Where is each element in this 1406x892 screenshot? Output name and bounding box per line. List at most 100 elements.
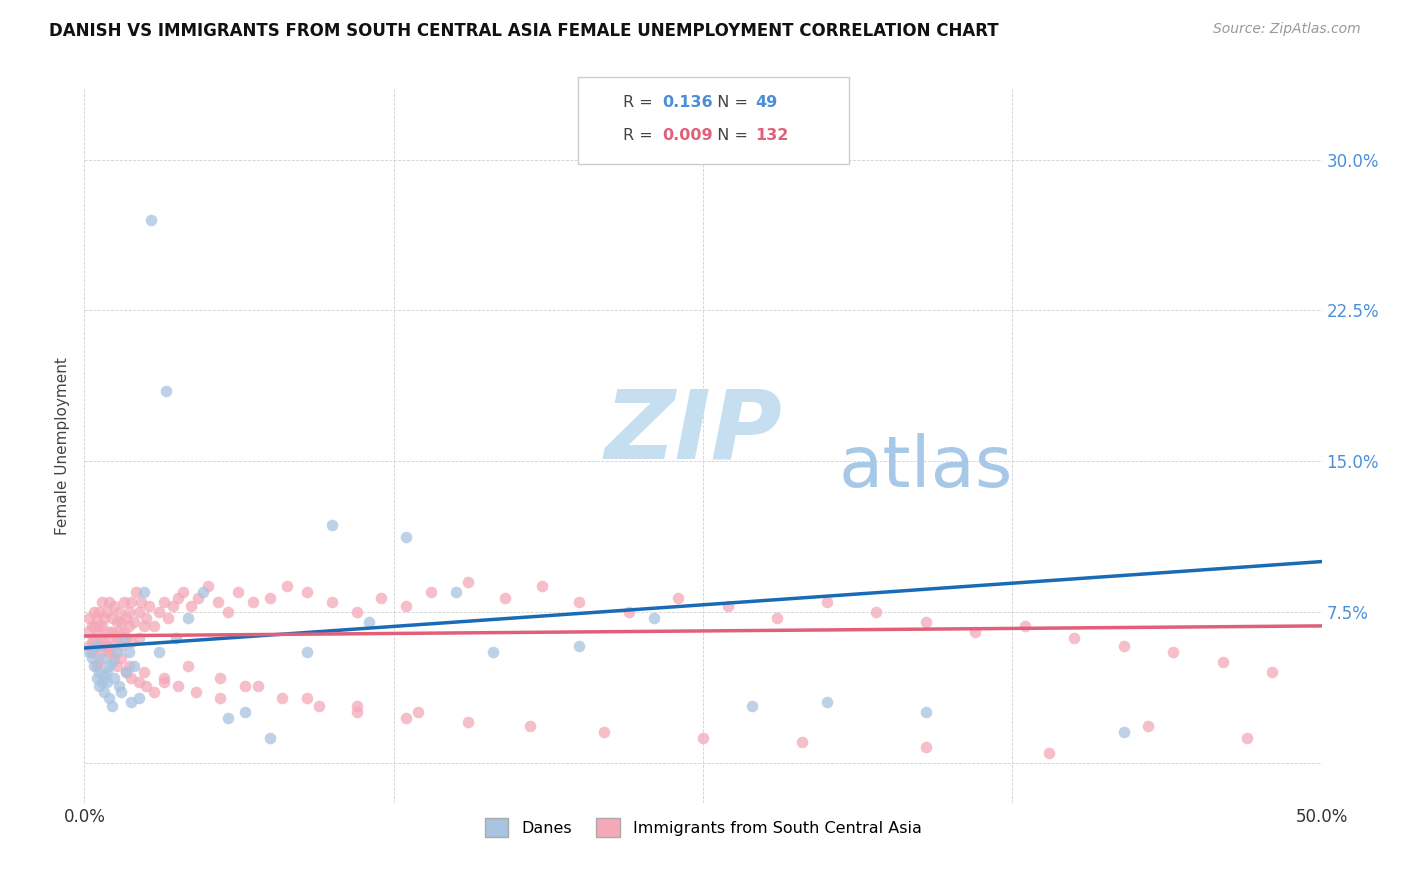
Point (90, 675, 112, 690)
Point (617, 605, 640, 619)
Point (233, 679, 256, 693)
Point (395, 711, 418, 725)
Point (1236, 731, 1258, 746)
Point (481, 645, 503, 659)
Point (209, 671, 232, 685)
Point (1063, 631, 1085, 645)
Point (93, 639, 115, 653)
Point (83, 631, 105, 645)
Legend: Danes, Immigrants from South Central Asia: Danes, Immigrants from South Central Asi… (477, 810, 929, 845)
Point (346, 706, 368, 720)
Point (100, 611, 122, 625)
Point (110, 639, 132, 653)
Point (519, 719, 541, 733)
Point (457, 715, 479, 730)
Text: ZIP: ZIP (605, 385, 782, 478)
Point (1014, 619, 1036, 633)
Point (93, 685, 115, 699)
Point (568, 639, 591, 653)
Point (965, 624, 987, 639)
Point (105, 631, 128, 645)
Point (207, 595, 229, 609)
Point (276, 579, 298, 593)
Point (152, 595, 174, 609)
Point (395, 531, 418, 545)
Point (108, 624, 131, 639)
Point (98, 659, 121, 673)
Point (129, 595, 152, 609)
Point (76, 624, 98, 639)
Text: 132: 132 (755, 128, 789, 143)
Point (177, 611, 200, 625)
Point (103, 635, 125, 649)
Point (1112, 639, 1135, 653)
Point (741, 699, 763, 714)
Text: DANISH VS IMMIGRANTS FROM SOUTH CENTRAL ASIA FEMALE UNEMPLOYMENT CORRELATION CHA: DANISH VS IMMIGRANTS FROM SOUTH CENTRAL … (49, 22, 998, 40)
Point (815, 695, 838, 709)
Point (138, 599, 160, 613)
Text: atlas: atlas (839, 433, 1014, 502)
Point (217, 711, 239, 725)
Point (271, 691, 294, 706)
Point (321, 518, 343, 533)
Point (96, 605, 118, 619)
Point (167, 679, 190, 693)
Point (112, 631, 135, 645)
Point (105, 645, 128, 659)
Point (766, 611, 789, 625)
Text: N =: N = (707, 128, 754, 143)
Text: 0.009: 0.009 (662, 128, 713, 143)
Point (531, 579, 554, 593)
Point (148, 605, 170, 619)
Point (93, 669, 115, 683)
Point (93, 611, 115, 625)
Point (157, 611, 180, 625)
Point (135, 611, 157, 625)
Point (568, 595, 591, 609)
Point (90, 595, 112, 609)
Point (242, 595, 264, 609)
Point (165, 631, 187, 645)
Point (1161, 645, 1184, 659)
Point (246, 679, 269, 693)
Point (148, 645, 170, 659)
Point (357, 615, 380, 629)
Point (90, 645, 112, 659)
Point (132, 665, 155, 680)
Point (80, 635, 103, 649)
Point (395, 599, 418, 613)
Point (115, 665, 138, 680)
Point (86, 639, 108, 653)
Point (103, 671, 125, 685)
Point (86, 639, 108, 653)
Point (184, 685, 207, 699)
Point (1112, 725, 1135, 739)
Point (120, 595, 142, 609)
Point (177, 659, 200, 673)
Point (90, 619, 112, 633)
Point (295, 584, 318, 599)
Point (80, 619, 103, 633)
Point (86, 659, 108, 673)
Point (110, 615, 132, 629)
Point (1261, 665, 1284, 680)
Point (105, 615, 128, 629)
Point (197, 579, 219, 593)
Point (86, 611, 108, 625)
Point (89, 679, 111, 693)
Point (96, 675, 118, 690)
Point (370, 591, 392, 605)
Point (110, 651, 132, 665)
Point (494, 591, 516, 605)
Point (110, 685, 132, 699)
Point (120, 695, 142, 709)
Point (96, 639, 118, 653)
Point (1212, 655, 1234, 669)
Point (96, 665, 118, 680)
Point (233, 706, 256, 720)
Point (79, 639, 101, 653)
Point (259, 731, 281, 746)
Point (103, 651, 125, 665)
Point (321, 595, 343, 609)
Point (295, 645, 318, 659)
